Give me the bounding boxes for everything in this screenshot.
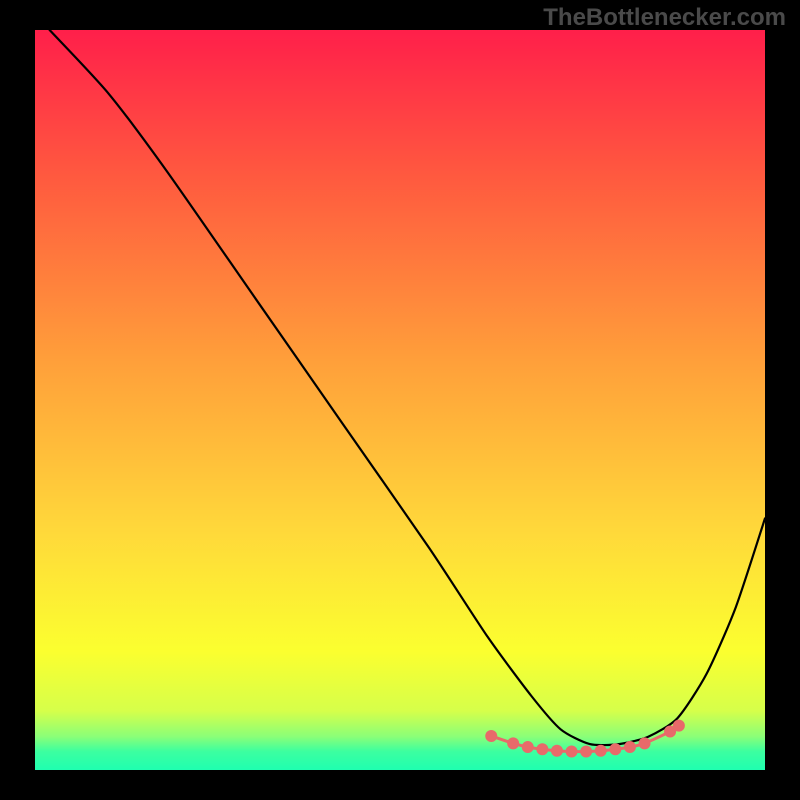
curve-path — [50, 30, 765, 745]
plot-area — [35, 30, 765, 770]
bottom-marker — [673, 720, 685, 732]
bottom-marker — [507, 737, 519, 749]
watermark-text: TheBottlenecker.com — [543, 4, 786, 32]
bottom-marker — [580, 746, 592, 758]
bottom-marker — [595, 745, 607, 757]
bottom-marker — [639, 737, 651, 749]
bottom-marker — [609, 743, 621, 755]
bottom-marker — [624, 741, 636, 753]
bottom-marker — [551, 745, 563, 757]
bottom-marker — [536, 743, 548, 755]
bottom-marker — [485, 730, 497, 742]
bottom-marker — [566, 746, 578, 758]
bottom-marker — [522, 741, 534, 753]
bottleneck-curve — [35, 30, 765, 770]
